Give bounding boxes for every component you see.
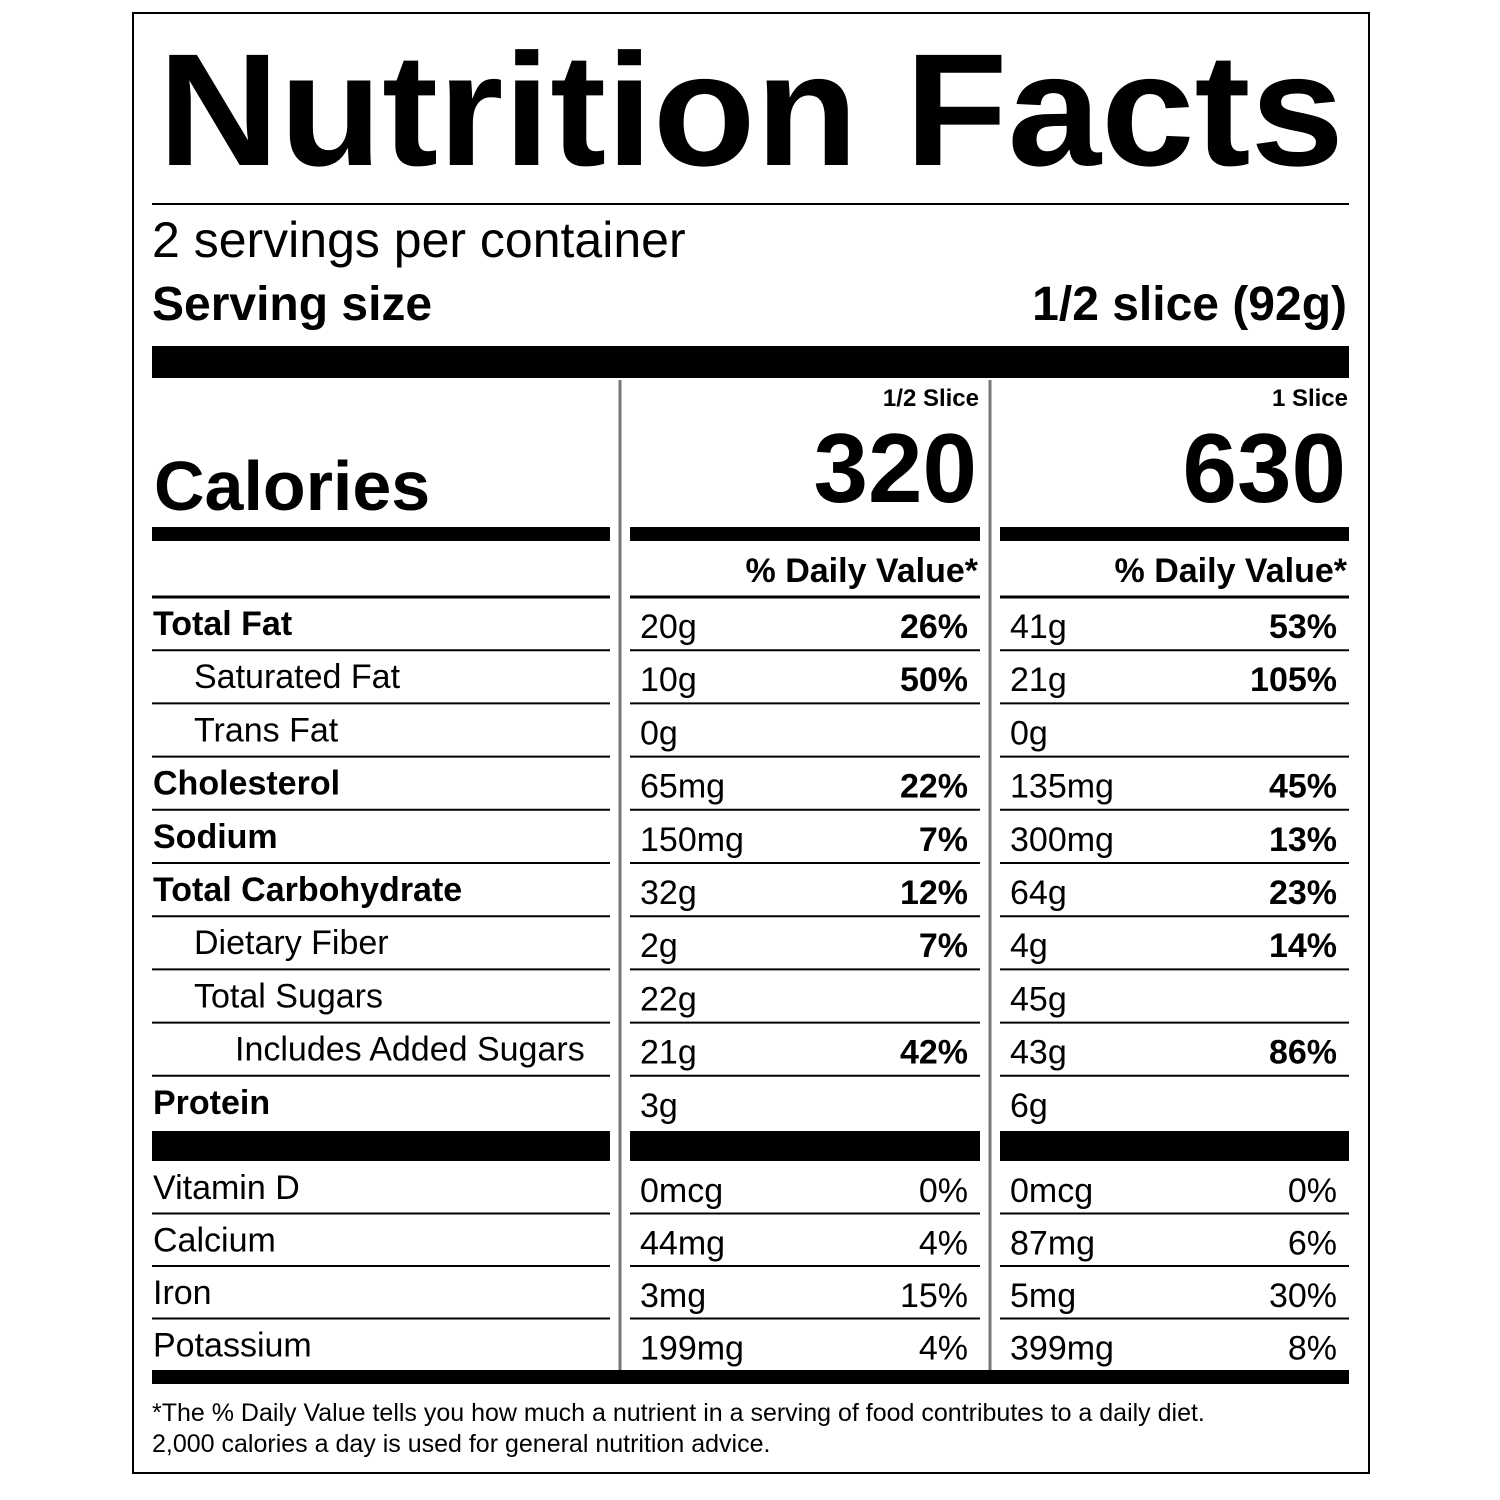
daily-value: 53% <box>1269 608 1337 646</box>
amount: 43g <box>1010 1034 1067 1072</box>
calories-label: Calories <box>154 447 430 525</box>
amount: 22g <box>640 980 697 1018</box>
amount: 6g <box>1010 1087 1048 1125</box>
amount: 300mg <box>1010 821 1114 859</box>
daily-value: 6% <box>1288 1225 1337 1263</box>
amount: 41g <box>1010 608 1067 646</box>
column-header: 1/2 Slice <box>883 385 979 412</box>
nutrient-name: Total Carbohydrate <box>153 871 462 909</box>
serving-size-value: 1/2 slice (92g) <box>1032 278 1347 331</box>
nutrient-name: Includes Added Sugars <box>235 1031 585 1069</box>
amount: 32g <box>640 874 697 912</box>
amount: 0mcg <box>640 1172 723 1210</box>
daily-value: 7% <box>919 927 968 965</box>
amount: 87mg <box>1010 1225 1095 1263</box>
daily-value: 14% <box>1269 927 1337 965</box>
amount: 45g <box>1010 980 1067 1018</box>
thick-bar <box>630 527 980 541</box>
nutrient-name: Total Fat <box>153 605 292 643</box>
daily-value: 23% <box>1269 874 1337 912</box>
nutrient-name: Vitamin D <box>153 1169 300 1207</box>
daily-value-header: % Daily Value* <box>1115 552 1348 590</box>
amount: 0g <box>1010 714 1048 752</box>
nutrient-name: Dietary Fiber <box>194 924 389 962</box>
label-border <box>132 12 1370 1474</box>
nutrient-name: Cholesterol <box>153 765 340 803</box>
calories-value: 320 <box>813 413 977 523</box>
amount: 3mg <box>640 1277 706 1315</box>
calories-value: 630 <box>1182 413 1346 523</box>
daily-value: 7% <box>919 821 968 859</box>
amount: 3g <box>640 1087 678 1125</box>
nutrient-name: Sodium <box>153 818 278 856</box>
nutrient-name: Calcium <box>153 1222 276 1260</box>
daily-value: 8% <box>1288 1330 1337 1368</box>
amount: 0g <box>640 714 678 752</box>
amount: 135mg <box>1010 768 1114 806</box>
thick-bar <box>152 527 610 541</box>
column-header: 1 Slice <box>1272 385 1348 412</box>
daily-value: 4% <box>919 1225 968 1263</box>
footnote: *The % Daily Value tells you how much a … <box>152 1399 1205 1427</box>
daily-value: 0% <box>919 1172 968 1210</box>
amount: 2g <box>640 927 678 965</box>
nutrient-name: Saturated Fat <box>194 658 401 696</box>
amount: 150mg <box>640 821 744 859</box>
nutrient-name: Total Sugars <box>194 977 383 1015</box>
amount: 44mg <box>640 1225 725 1263</box>
daily-value: 42% <box>900 1034 968 1072</box>
thick-bar <box>630 1131 980 1161</box>
nutrient-name: Trans Fat <box>194 711 339 749</box>
daily-value: 30% <box>1269 1277 1337 1315</box>
thick-bar <box>1000 1131 1349 1161</box>
daily-value-header: % Daily Value* <box>746 552 979 590</box>
thick-bar <box>152 346 1349 378</box>
amount: 399mg <box>1010 1330 1114 1368</box>
thick-bar <box>152 1131 610 1161</box>
daily-value: 50% <box>900 661 968 699</box>
thick-bar <box>1000 527 1349 541</box>
daily-value: 15% <box>900 1277 968 1315</box>
amount: 0mcg <box>1010 1172 1093 1210</box>
amount: 21g <box>1010 661 1067 699</box>
title: Nutrition Facts <box>158 20 1344 199</box>
amount: 21g <box>640 1034 697 1072</box>
nutrient-name: Potassium <box>153 1327 312 1365</box>
daily-value: 26% <box>900 608 968 646</box>
daily-value: 22% <box>900 768 968 806</box>
amount: 5mg <box>1010 1277 1076 1315</box>
daily-value: 86% <box>1269 1034 1337 1072</box>
daily-value: 0% <box>1288 1172 1337 1210</box>
daily-value: 13% <box>1269 821 1337 859</box>
daily-value: 4% <box>919 1330 968 1368</box>
serving-size-label: Serving size <box>152 278 432 331</box>
amount: 4g <box>1010 927 1048 965</box>
amount: 64g <box>1010 874 1067 912</box>
amount: 199mg <box>640 1330 744 1368</box>
servings: 2 servings per container <box>152 212 686 268</box>
daily-value: 45% <box>1269 768 1337 806</box>
amount: 10g <box>640 661 697 699</box>
nutrient-name: Iron <box>153 1274 212 1312</box>
daily-value: 12% <box>900 874 968 912</box>
footnote: 2,000 calories a day is used for general… <box>152 1430 770 1458</box>
amount: 65mg <box>640 768 725 806</box>
nutrient-name: Protein <box>153 1084 270 1122</box>
amount: 20g <box>640 608 697 646</box>
daily-value: 105% <box>1250 661 1337 699</box>
thick-bar <box>152 1370 1349 1384</box>
